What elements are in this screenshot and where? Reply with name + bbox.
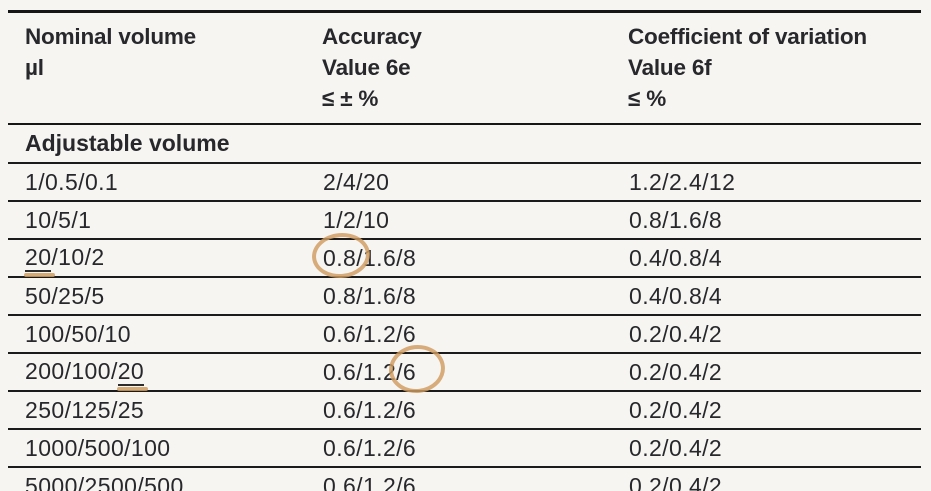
accuracy-cell: 1/2/10 [322,200,628,239]
table-row: 200/100/20 0.6/1.2/6 0.2/0.4/2 [8,341,921,396]
header-coefficient-of-variation: Coefficient of variation Value 6f ≤ % [628,12,921,125]
cv-cell: 0.2/0.4/2 [628,466,921,491]
nominal-cell: 5000/2500/500 [8,466,322,491]
circled-value: 0.8 [310,230,372,280]
nominal-cell: 1/0.5/0.1 [8,162,322,201]
accuracy-cell: 0.6/1.2/6 [322,428,628,467]
cv-cell: 0.2/0.4/2 [628,352,921,391]
accuracy-cell: 0.6/1.2/6 [322,341,628,396]
cv-cell: 0.2/0.4/2 [628,314,921,353]
accuracy-cell: 0.8/1.6/8 [310,230,628,280]
header-line: Value 6f [628,55,712,80]
header-row: Nominal volume µl Accuracy Value 6e ≤ ± … [8,12,921,125]
underline-annotation-icon [116,386,149,391]
accuracy-cell: 0.6/1.2/6 [322,466,628,491]
specification-table: Nominal volume µl Accuracy Value 6e ≤ ± … [8,10,921,491]
header-unit: ≤ ± % [322,86,379,111]
nominal-rest: /10/2 [51,244,105,271]
table-row: 10/5/1 1/2/10 0.8/1.6/8 [8,200,921,239]
marked-text: 20 [117,358,145,385]
accuracy-cell: 0.6/1.2/6 [322,390,628,429]
section-row: Adjustable volume [8,123,921,163]
cv-cell: 1.2/2.4/12 [628,162,921,201]
header-nominal-volume: Nominal volume µl [8,12,322,125]
nominal-cell: 50/25/5 [8,276,322,315]
table-row: 1000/500/100 0.6/1.2/6 0.2/0.4/2 [8,428,921,467]
header-line: Nominal volume [25,24,196,49]
circled-text: /6 [396,358,417,385]
header-unit: µl [25,55,44,80]
header-line: Value 6e [322,55,411,80]
nominal-cell: 200/100/20 [8,352,322,391]
table-row: 50/25/5 0.8/1.6/8 0.4/0.8/4 [8,276,921,315]
accuracy-cell: 0.6/1.2/6 [322,314,628,353]
accuracy-rest: /1.6/8 [356,244,417,271]
nominal-cell: 10/5/1 [8,200,322,239]
header-accuracy: Accuracy Value 6e ≤ ± % [322,12,628,125]
table-row: 5000/2500/500 0.6/1.2/6 0.2/0.4/2 [8,466,921,491]
section-label: Adjustable volume [8,123,921,163]
accuracy-cell: 0.8/1.6/8 [322,276,628,315]
underlined-value: 20 [116,358,149,391]
cv-cell: 0.2/0.4/2 [628,390,921,429]
cv-cell: 0.8/1.6/8 [628,200,921,239]
nominal-cell: 1000/500/100 [8,428,322,467]
cv-cell: 0.4/0.8/4 [628,276,921,315]
table-row: 250/125/25 0.6/1.2/6 0.2/0.4/2 [8,390,921,429]
accuracy-pre: 0.6/1.2 [323,358,397,385]
nominal-cell: 20/10/2 [8,238,322,277]
circled-text: 0.8 [323,244,357,271]
circled-value: /6 [386,341,448,396]
underline-annotation-icon [24,272,56,277]
underlined-value: 20 [24,244,56,277]
table-row: 1/0.5/0.1 2/4/20 1.2/2.4/12 [8,162,921,201]
header-unit: ≤ % [628,86,667,111]
accuracy-cell: 2/4/20 [322,162,628,201]
table-row: 100/50/10 0.6/1.2/6 0.2/0.4/2 [8,314,921,353]
nominal-cell: 250/125/25 [8,390,322,429]
header-line: Accuracy [322,24,422,49]
marked-text: 20 [25,244,52,271]
table-row: 20/10/2 0.8/1.6/8 0.4/0.8/4 [8,230,921,280]
cv-cell: 0.4/0.8/4 [628,238,921,277]
cv-cell: 0.2/0.4/2 [628,428,921,467]
header-line: Coefficient of variation [628,24,867,49]
nominal-cell: 100/50/10 [8,314,322,353]
nominal-pre: 200/100/ [25,358,118,385]
